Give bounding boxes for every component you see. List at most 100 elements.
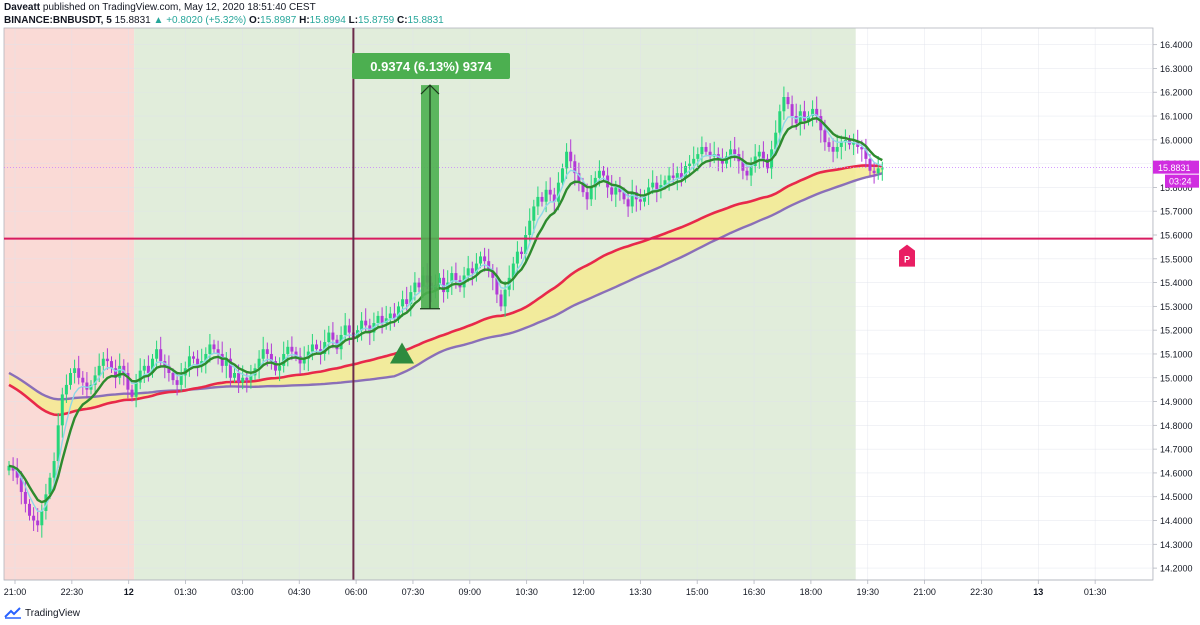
- candle-body[interactable]: [470, 268, 474, 274]
- candle-body[interactable]: [401, 299, 405, 307]
- candle-body[interactable]: [245, 377, 249, 381]
- candle-body[interactable]: [679, 173, 683, 178]
- candle-body[interactable]: [28, 503, 31, 516]
- candle-body[interactable]: [298, 356, 302, 364]
- candle-body[interactable]: [602, 170, 605, 176]
- candle-body[interactable]: [561, 168, 564, 183]
- candle-body[interactable]: [48, 477, 52, 495]
- candle-body[interactable]: [56, 425, 60, 462]
- candle-body[interactable]: [212, 344, 216, 350]
- candle-body[interactable]: [790, 104, 794, 117]
- tradingview-footer[interactable]: TradingView: [4, 607, 80, 619]
- candle-body[interactable]: [343, 325, 347, 335]
- pivot-marker-icon[interactable]: [899, 244, 915, 267]
- candle-body[interactable]: [228, 358, 232, 378]
- candle-body[interactable]: [134, 382, 138, 397]
- candle-body[interactable]: [315, 344, 318, 350]
- candle-body[interactable]: [388, 313, 392, 319]
- candle-body[interactable]: [310, 344, 314, 352]
- candle-body[interactable]: [159, 349, 163, 362]
- candle-body[interactable]: [802, 111, 806, 121]
- candle-body[interactable]: [819, 116, 823, 131]
- candle-body[interactable]: [585, 192, 589, 200]
- candle-body[interactable]: [667, 175, 671, 181]
- candle-body[interactable]: [860, 146, 864, 150]
- candle-body[interactable]: [196, 358, 200, 366]
- candle-body[interactable]: [40, 511, 44, 526]
- candle-body[interactable]: [269, 353, 273, 362]
- candle-body[interactable]: [85, 382, 89, 390]
- candle-body[interactable]: [380, 315, 384, 324]
- candle-body[interactable]: [761, 151, 765, 159]
- candle-body[interactable]: [622, 192, 626, 200]
- candle-body[interactable]: [274, 361, 277, 371]
- candle-body[interactable]: [700, 146, 704, 155]
- buy-signal-triangle-icon[interactable]: [390, 342, 414, 364]
- candle-body[interactable]: [688, 163, 692, 166]
- candle-body[interactable]: [397, 306, 400, 319]
- candle-body[interactable]: [384, 318, 388, 324]
- candle-body[interactable]: [823, 130, 827, 143]
- candle-body[interactable]: [60, 394, 64, 426]
- candle-body[interactable]: [692, 158, 696, 164]
- candle-body[interactable]: [126, 373, 130, 390]
- candle-body[interactable]: [69, 373, 72, 385]
- candle-body[interactable]: [626, 199, 630, 207]
- candle-body[interactable]: [815, 108, 819, 117]
- candle-body[interactable]: [327, 332, 331, 343]
- candle-body[interactable]: [376, 315, 380, 324]
- candle-body[interactable]: [237, 373, 241, 383]
- candle-body[interactable]: [249, 375, 253, 381]
- candle-body[interactable]: [265, 349, 269, 354]
- candle-body[interactable]: [130, 389, 134, 397]
- candle-body[interactable]: [105, 358, 109, 362]
- candle-body[interactable]: [171, 373, 175, 381]
- candle-body[interactable]: [704, 146, 708, 152]
- candle-body[interactable]: [278, 365, 282, 371]
- candle-body[interactable]: [142, 365, 146, 371]
- candle-body[interactable]: [483, 256, 487, 262]
- candle-body[interactable]: [220, 353, 224, 366]
- candle-body[interactable]: [774, 132, 778, 150]
- candle-body[interactable]: [114, 368, 118, 378]
- candle-body[interactable]: [405, 299, 409, 304]
- candle-body[interactable]: [101, 358, 105, 366]
- candle-body[interactable]: [187, 356, 191, 369]
- candle-body[interactable]: [634, 192, 638, 200]
- candle-body[interactable]: [577, 173, 581, 183]
- candle-body[interactable]: [638, 199, 642, 202]
- candle-body[interactable]: [757, 151, 761, 157]
- candle-body[interactable]: [503, 289, 507, 307]
- candle-body[interactable]: [807, 116, 810, 121]
- candle-body[interactable]: [556, 182, 560, 202]
- candle-body[interactable]: [302, 358, 306, 364]
- candle-body[interactable]: [118, 365, 122, 378]
- candle-body[interactable]: [360, 320, 364, 331]
- candle-body[interactable]: [466, 268, 470, 276]
- candle-body[interactable]: [216, 349, 220, 354]
- candle-body[interactable]: [589, 187, 593, 200]
- candle-body[interactable]: [880, 168, 884, 170]
- candle-body[interactable]: [364, 320, 368, 326]
- candle-body[interactable]: [798, 111, 802, 124]
- candle-body[interactable]: [392, 313, 396, 319]
- candle-body[interactable]: [23, 491, 27, 504]
- candle-body[interactable]: [540, 196, 544, 202]
- candle-body[interactable]: [454, 273, 458, 281]
- candle-body[interactable]: [347, 325, 351, 333]
- candle-body[interactable]: [745, 170, 749, 176]
- candle-body[interactable]: [565, 151, 569, 169]
- candle-body[interactable]: [491, 270, 495, 278]
- candle-body[interactable]: [766, 158, 769, 169]
- candle-body[interactable]: [479, 256, 482, 264]
- candle-body[interactable]: [241, 377, 245, 383]
- candle-body[interactable]: [290, 346, 294, 352]
- candle-body[interactable]: [122, 365, 126, 373]
- candle-body[interactable]: [499, 294, 503, 307]
- candle-body[interactable]: [528, 220, 532, 235]
- candle-body[interactable]: [831, 146, 835, 152]
- candle-body[interactable]: [167, 365, 171, 373]
- candle-body[interactable]: [233, 373, 236, 378]
- candle-body[interactable]: [204, 353, 208, 362]
- candle-body[interactable]: [515, 251, 519, 264]
